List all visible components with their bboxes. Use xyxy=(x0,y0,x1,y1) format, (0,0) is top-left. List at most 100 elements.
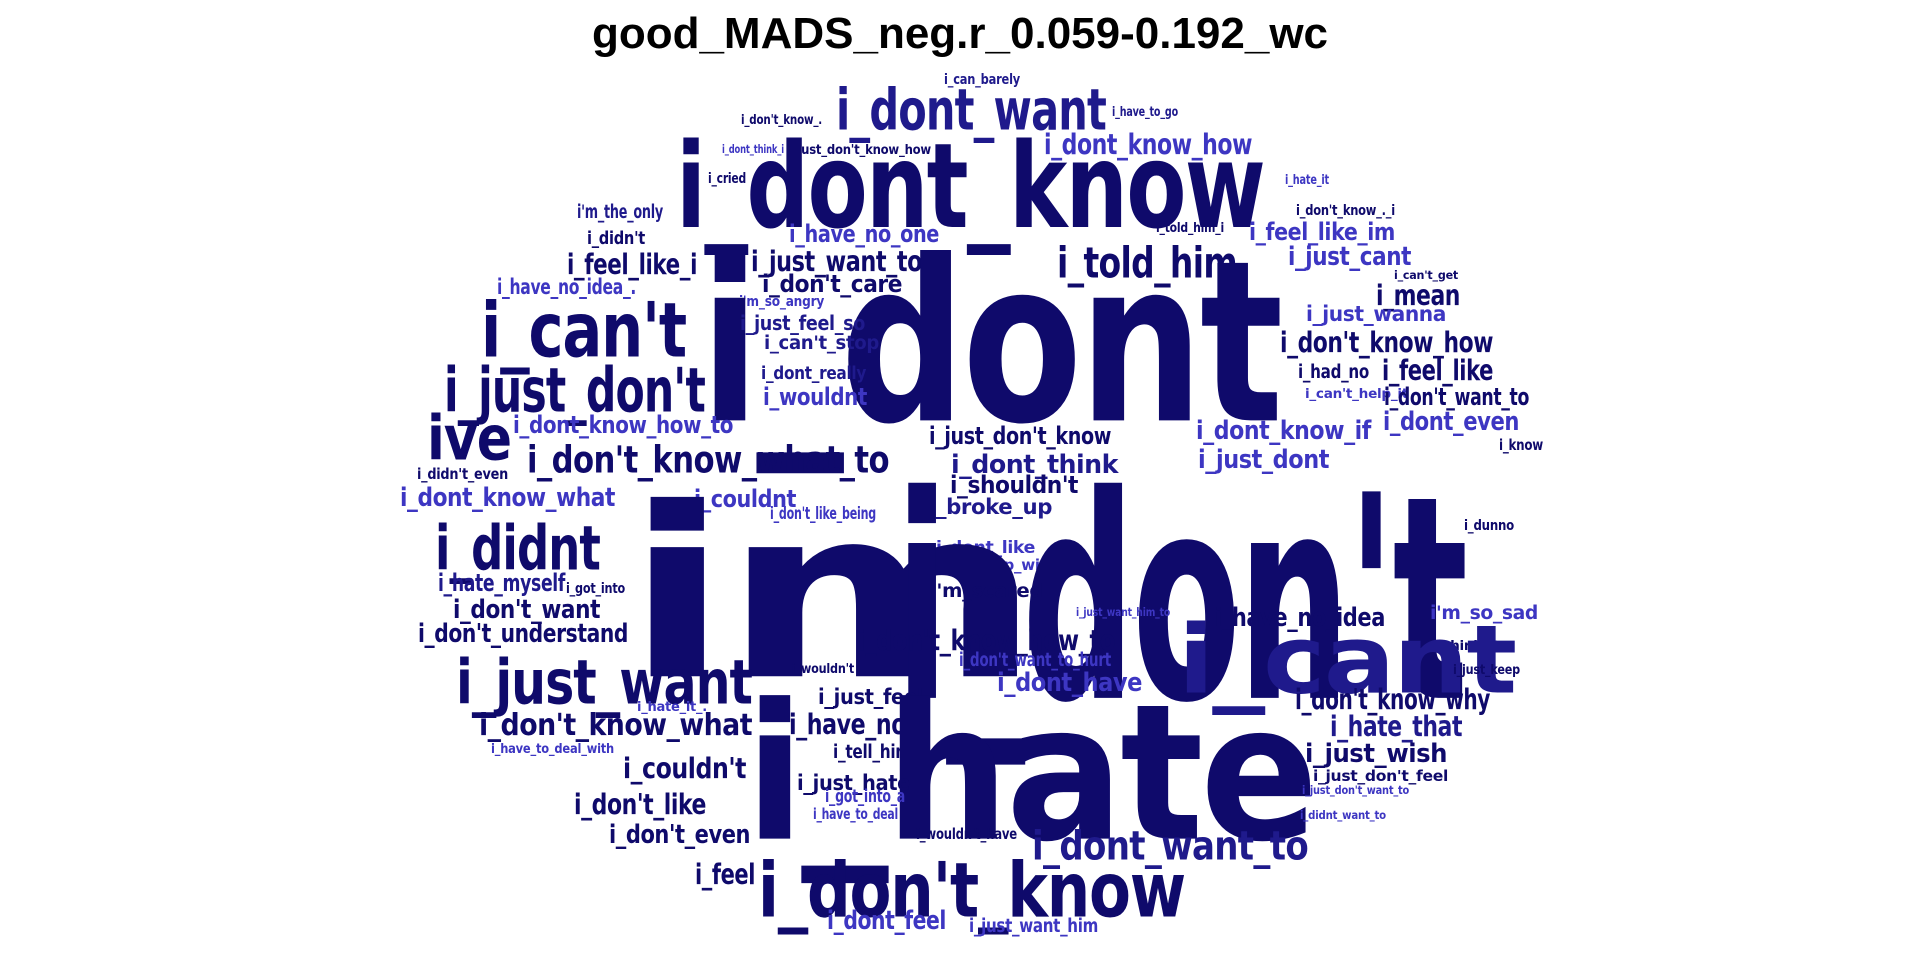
word-i-wouldn-t: i_wouldn't xyxy=(792,660,854,677)
word-i-feel: i_feel xyxy=(695,857,756,891)
word-i-have-no-idea: i_have_no_idea_. xyxy=(497,274,637,299)
word-i-hate: i_hate xyxy=(745,663,1318,884)
word-i-hate-it: i_hate_it_. xyxy=(637,698,707,715)
word-i-don-t-even: i_don't_even xyxy=(609,818,751,850)
word-i-tell-him: i_tell_him xyxy=(833,740,911,763)
word-i-dont-want: i_dont_want xyxy=(836,76,1107,144)
word-i-hate-that: i_hate_that xyxy=(1330,709,1463,743)
word-i-mean: i_mean xyxy=(1376,278,1460,312)
chart-title: good_MADS_neg.r_0.059-0.192_wc xyxy=(591,9,1329,58)
word-i-have-to-go: i_have_to_go xyxy=(1112,103,1178,120)
word-i-just-want-to: i_just_want_to xyxy=(751,244,923,278)
word-ive: ive xyxy=(427,402,512,475)
word-i-just-don-t-know-how: i_just_don't_know_how xyxy=(788,141,931,158)
word-i-dont-know: i_dont_know xyxy=(676,117,1266,256)
word-i-dont-even: i_dont_even xyxy=(1383,405,1519,437)
word-i-just-cant: i_just_cant xyxy=(1288,240,1412,272)
word-i-don-t-like-being: i_don't_like_being xyxy=(770,503,876,523)
word-i-dont-think: i_dont_think xyxy=(951,448,1118,480)
word-i-don-t: i_don't xyxy=(895,434,1468,766)
word-i-m-so-angry: i'm_so_angry xyxy=(739,292,825,310)
word-i-have-no: i_have_no xyxy=(789,707,906,741)
word-i-didnt-want-to: i_didnt_want_to xyxy=(1300,807,1386,822)
word-i-shouldn-t: i_shouldn't xyxy=(950,470,1079,499)
word-i-dont-know-how: i_dont_know_how xyxy=(1044,127,1253,161)
word-i-have-to-deal-with: i_have_to_deal_with xyxy=(491,740,614,757)
word-i-dont-like: i_dont_like xyxy=(936,537,1036,557)
word-i-just-hate: i_just_hate xyxy=(797,770,910,795)
word-i-have-to-deal: i_have_to_deal xyxy=(813,804,899,823)
word-i-just-wish: i_just_wish xyxy=(1305,737,1448,769)
word-i-can-t-get: i_can't_get xyxy=(1394,267,1458,282)
word-i-just-want-him: i_just_want_him xyxy=(969,914,1099,937)
word-i-don-t-know-what: i_don't_know_what xyxy=(479,706,753,743)
word-im: im xyxy=(625,456,1041,733)
word-i-just-feel: i_just_feel xyxy=(818,684,924,709)
word-i-can-t-stop: i_can't_stop xyxy=(764,331,879,354)
word-i-don-t-understand: i_don't_understand xyxy=(418,617,628,649)
word-i-have-no-idea: i_have_no_idea xyxy=(1215,601,1385,633)
word-i-cant: i_cant xyxy=(1178,604,1517,715)
word-i-feel-like-i: i_feel_like_i xyxy=(567,247,698,281)
word-i-don-t-want-to-hurt: i_don't_want_to_hurt xyxy=(959,648,1111,671)
word-i-just-want: i_just_want xyxy=(456,646,753,719)
word-i-didn-t-even: i_didn't_even xyxy=(417,464,508,483)
word-i-just-keep: i_just_keep xyxy=(1453,661,1521,678)
word-i-don-t-care: i_don't_care xyxy=(762,269,903,298)
word-i-feel-like-im: i_feel_like_im xyxy=(1249,217,1395,246)
word-i-don-t-want: i_don't_want xyxy=(453,593,601,625)
word-i-just-want-him-to: i_just_want_him_to xyxy=(1076,604,1170,619)
word-i-know: i_know xyxy=(1499,435,1544,454)
word-i-don-t-know-how: i_don't_know_how xyxy=(1280,325,1494,359)
word-i-can-t: i_can't xyxy=(481,286,687,375)
word-i-broke-up-with: i_broke_up_with xyxy=(927,555,1058,574)
word-i-wouldn-t-have: i_wouldn't_have xyxy=(916,824,1017,843)
word-i-wouldnt: i_wouldnt xyxy=(763,382,868,411)
word-i-dont: i_dont xyxy=(700,211,1283,475)
word-i-told-him: i_told_him xyxy=(1057,238,1238,288)
word-i-dont-think-i: i_dont_think_i xyxy=(722,141,785,156)
word-i-just-don-t: i_just_don't xyxy=(444,354,706,427)
word-i-got-into-a: i_got_into_a xyxy=(825,785,905,807)
word-i-feel-like: i_feel_like xyxy=(1382,353,1494,387)
word-i-don-t-know: i_don't_know_. xyxy=(741,111,823,128)
word-i-dunno: i_dunno xyxy=(1464,516,1515,534)
word-i-dont-know-what: i_dont_know_what xyxy=(400,481,615,513)
word-i-didn-t: i_didn't xyxy=(587,227,645,249)
word-i-cried: i_cried xyxy=(708,169,747,187)
word-i-don-t-know-i: i_don't_know_._i xyxy=(1296,201,1396,219)
word-i-dont-know-how-to: i_dont_know_how_to xyxy=(513,410,734,439)
word-i-dont-want-to: i_dont_want_to xyxy=(1032,822,1309,870)
word-i-told-him-i: i_told_him_i xyxy=(1156,219,1224,236)
word-i-don-t-know-how-to: i_don't_know_how_to xyxy=(858,623,1116,657)
word-i-don-t-want-to: i_don't_want_to xyxy=(1384,382,1529,411)
word-i-couldnt: i_couldnt xyxy=(694,484,796,513)
word-i-just-wanna: i_just_wanna xyxy=(1306,301,1447,326)
word-i-dont-really: i_dont_really xyxy=(761,362,867,384)
word-i-can-barely: i_can_barely xyxy=(944,70,1021,88)
word-i-hate-it: i_hate_it xyxy=(1285,171,1329,188)
word-i-think-its: i_think_its xyxy=(1433,637,1507,654)
word-i-dont-feel: i_dont_feel xyxy=(827,904,946,936)
word-i-don-t-like: i_don't_like xyxy=(574,787,707,821)
word-i-just-dont: i_just_dont xyxy=(1198,443,1330,475)
word-i-didnt: i_didnt xyxy=(435,512,601,585)
word-i-dont-have: i_dont_have xyxy=(997,666,1142,698)
word-i-just-don-t-feel: i_just_don't_feel xyxy=(1313,766,1448,785)
word-i-don-t-know-why: i_don't_know_why xyxy=(1295,682,1491,716)
word-i-don-t-know-what-to: i_don't_know_what_to xyxy=(527,437,890,482)
word-i-dont-know-if: i_dont_know_if xyxy=(1196,414,1371,446)
word-i-hate-myself: i_hate_myself xyxy=(438,568,566,597)
word-i-m-so-sad: i'm_so_sad xyxy=(1430,601,1538,624)
word-i-m-the-only: i'm_the_only xyxy=(577,200,663,223)
word-i-couldn-t: i_couldn't xyxy=(623,751,746,785)
word-i-broke-up: i_broke_up xyxy=(929,494,1053,519)
word-i-just-don-t-know: i_just_don't_know xyxy=(929,421,1111,450)
word-i-just-don-t-want-to: i_just_don't_want_to xyxy=(1302,782,1410,797)
word-i-don-t-know: i_don't_know xyxy=(758,846,1186,935)
word-i-just-feel-so: i_just_feel_so xyxy=(740,311,866,335)
word-i-had-no: i_had_no xyxy=(1298,360,1370,383)
word-i-have-no-one: i_have_no_one xyxy=(789,219,939,248)
word-i-m-scared: i'm_scared xyxy=(930,579,1043,602)
